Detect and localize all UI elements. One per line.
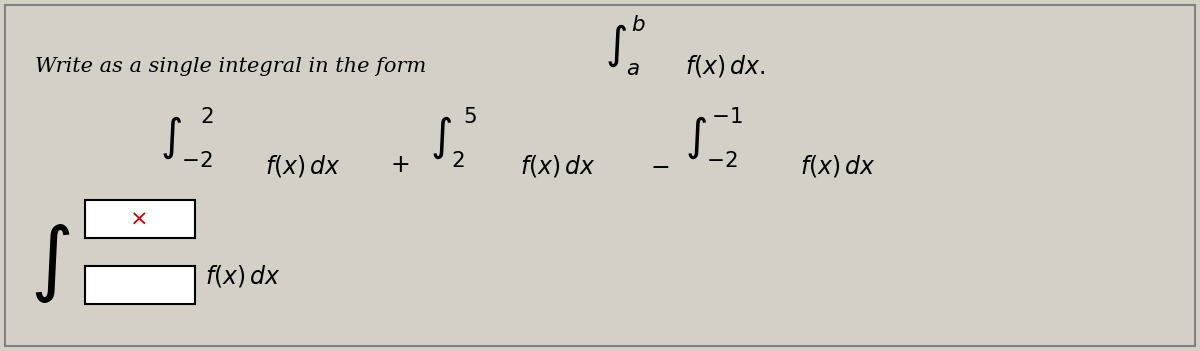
Text: $\int$: $\int$ [30, 223, 71, 305]
Text: $\int_{-2}^{\ \ 2}$: $\int_{-2}^{\ \ 2}$ [160, 106, 214, 170]
Text: $\int_a^b$: $\int_a^b$ [605, 14, 646, 78]
Text: Write as a single integral in the form: Write as a single integral in the form [35, 57, 426, 75]
Text: $\times$: $\times$ [130, 208, 146, 230]
Text: $\int_{-2}^{-1}$: $\int_{-2}^{-1}$ [685, 106, 743, 170]
Text: $-$: $-$ [650, 154, 670, 178]
Text: $f(x)\,dx$: $f(x)\,dx$ [265, 153, 341, 179]
Text: $+$: $+$ [390, 154, 409, 178]
FancyBboxPatch shape [85, 266, 196, 304]
Text: $f(x)\,dx.$: $f(x)\,dx.$ [685, 53, 766, 79]
Text: $f(x)\,dx$: $f(x)\,dx$ [520, 153, 595, 179]
FancyBboxPatch shape [85, 200, 196, 238]
Text: $\int_{2}^{\ 5}$: $\int_{2}^{\ 5}$ [430, 106, 478, 170]
FancyBboxPatch shape [5, 5, 1195, 346]
Text: $f(x)\,dx$: $f(x)\,dx$ [205, 263, 281, 289]
Text: $f(x)\,dx$: $f(x)\,dx$ [800, 153, 876, 179]
